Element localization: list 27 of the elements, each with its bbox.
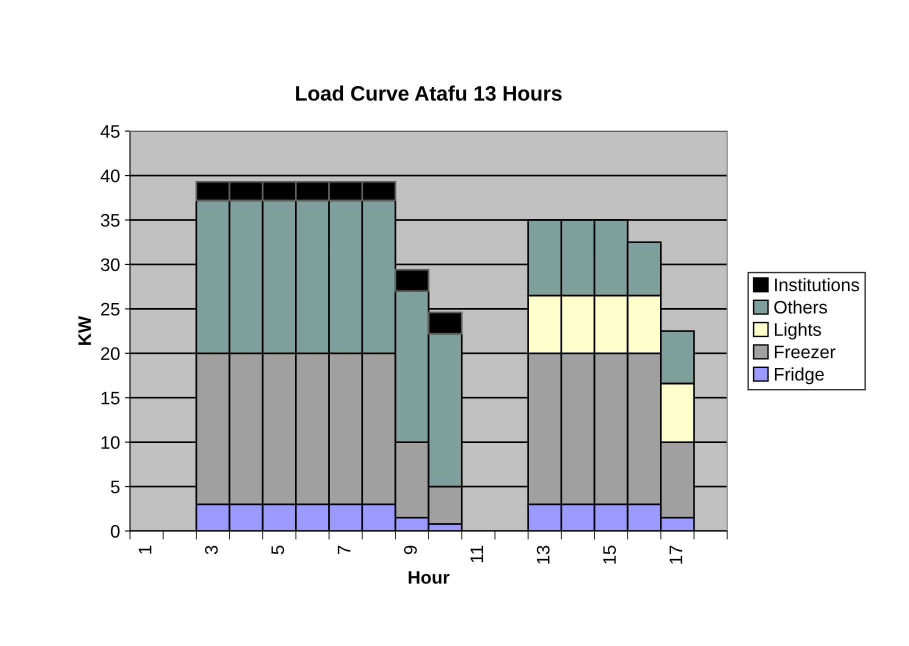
y-tick-label: 35 [100,214,120,227]
x-tick-label: 9 [404,546,417,554]
y-tick-label: 45 [100,125,120,138]
y-tick-label: 30 [100,258,120,272]
legend-label: Lights [774,322,821,340]
x-tick-label: 15 [603,546,616,564]
x-tick-label: 3 [204,546,218,554]
x-tick-label: 17 [670,546,682,564]
y-tick-label: 25 [101,302,120,316]
y-tick-label: 20 [101,347,120,360]
x-tick-label: 1 [138,546,152,554]
x-tick-label: 13 [536,546,550,564]
x-tick-label: 5 [272,546,284,554]
legend-label: Others [774,300,827,314]
x-axis-title: Hour [408,571,450,584]
y-axis-title: KW [78,316,91,345]
legend-label: Institutions [775,278,860,292]
y-tick-label: 0 [110,524,120,538]
chart-title: Load Curve Atafu 13 Hours [296,85,562,101]
legend-label: Fridge [774,367,824,384]
x-tick-label: 11 [470,546,484,562]
x-tick-label: 7 [338,546,350,554]
y-tick-label: 40 [100,170,120,182]
legend-label: Freezer [774,346,836,358]
y-tick-label: 10 [102,436,120,449]
y-tick-label: 15 [102,392,120,404]
y-tick-label: 5 [110,480,120,494]
